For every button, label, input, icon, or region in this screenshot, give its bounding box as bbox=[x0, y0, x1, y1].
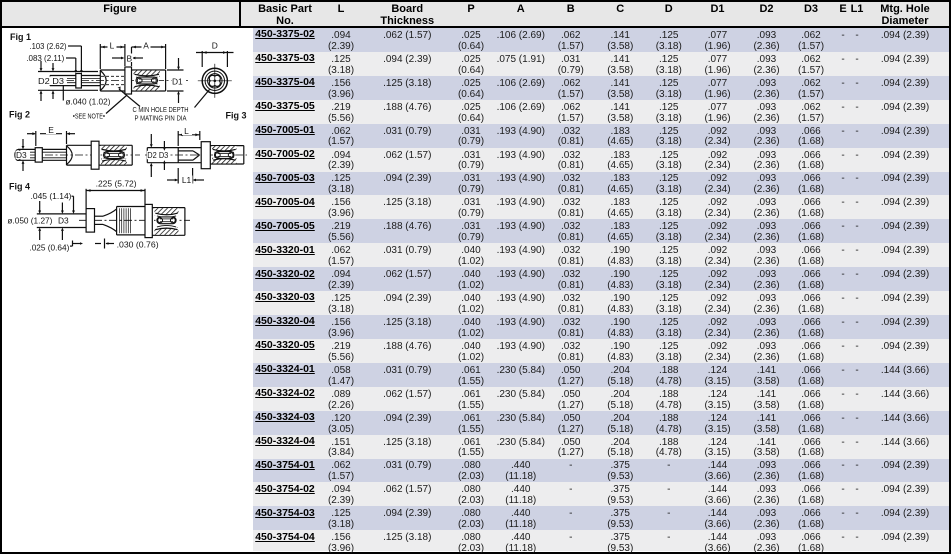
svg-text:Fig 2: Fig 2 bbox=[9, 110, 30, 120]
svg-text:.225 (5.72): .225 (5.72) bbox=[96, 179, 137, 188]
svg-text:Fig 4: Fig 4 bbox=[9, 182, 30, 192]
svg-text:.045 (1.14): .045 (1.14) bbox=[31, 192, 72, 201]
svg-text:.025 (0.64): .025 (0.64) bbox=[29, 243, 69, 252]
svg-text:L: L bbox=[110, 40, 115, 50]
svg-text:E: E bbox=[48, 125, 54, 135]
svg-text:.030 (0.76): .030 (0.76) bbox=[117, 241, 159, 250]
svg-text:Fig 1: Fig 1 bbox=[10, 32, 31, 42]
svg-text:.103 (2.62): .103 (2.62) bbox=[30, 42, 67, 51]
svg-text:A: A bbox=[143, 40, 149, 50]
svg-text:D2 D3: D2 D3 bbox=[38, 76, 64, 86]
svg-text:.083 (2.11): .083 (2.11) bbox=[26, 54, 64, 63]
svg-text:D1: D1 bbox=[172, 76, 183, 86]
svg-text:ø.050 (1.27): ø.050 (1.27) bbox=[7, 216, 52, 225]
svg-text:P MATING PIN DIA: P MATING PIN DIA bbox=[135, 114, 187, 123]
svg-text:D3: D3 bbox=[16, 150, 27, 160]
svg-text:D2 D3: D2 D3 bbox=[147, 150, 168, 160]
svg-text:B: B bbox=[127, 53, 133, 63]
svg-text:ø.040 (1.02): ø.040 (1.02) bbox=[66, 98, 111, 107]
svg-text:D3: D3 bbox=[58, 215, 69, 225]
svg-text:•SEE NOTE•: •SEE NOTE• bbox=[73, 111, 105, 120]
svg-text:L: L bbox=[184, 126, 189, 136]
svg-text:C MIN HOLE DEPTH: C MIN HOLE DEPTH bbox=[133, 105, 189, 114]
svg-text:D: D bbox=[212, 40, 218, 50]
svg-text:Fig 3: Fig 3 bbox=[226, 110, 247, 120]
svg-text:L1: L1 bbox=[182, 175, 192, 185]
